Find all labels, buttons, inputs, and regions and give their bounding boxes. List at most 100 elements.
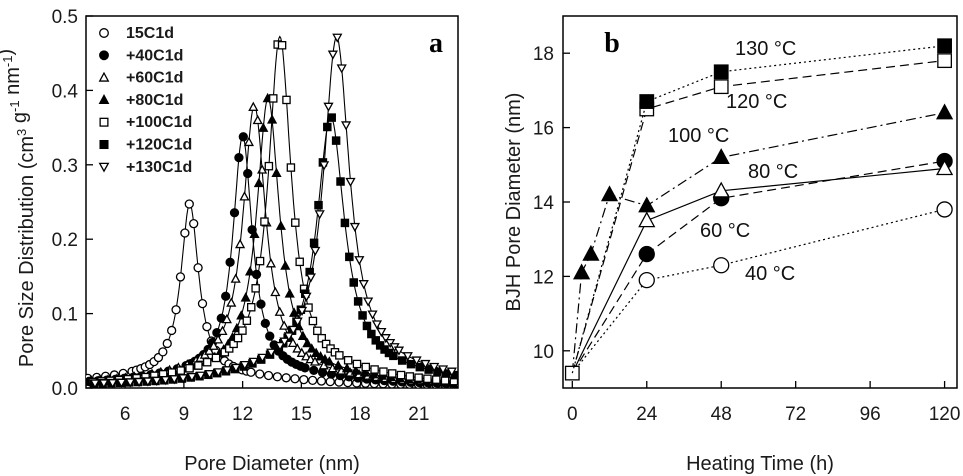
x-tick-label: 12 xyxy=(232,404,253,425)
data-point-+100C1d xyxy=(432,375,441,384)
data-point-+80C1d xyxy=(271,167,282,178)
data-point-+100C1d xyxy=(167,368,177,377)
data-point-+80C1d xyxy=(284,288,295,298)
data-point-+130C1d xyxy=(393,346,405,356)
data-point-120 xyxy=(937,53,952,69)
data-point-+100C1d xyxy=(246,302,256,312)
data-point-+120C1d xyxy=(314,200,323,210)
data-point-+80C1d xyxy=(333,360,344,370)
data-point-+120C1d xyxy=(331,136,341,145)
series-line-40 xyxy=(571,208,945,374)
data-point-60 xyxy=(638,245,655,263)
data-point-+100C1d xyxy=(414,373,423,382)
series-label-number: 130 xyxy=(735,38,768,60)
data-point-+100C1d xyxy=(260,217,269,226)
data-point-+100C1d xyxy=(211,353,221,363)
series-label-100: 100 °C xyxy=(668,125,729,147)
data-point-+60C1d xyxy=(287,337,299,348)
data-point-+120C1d xyxy=(336,177,345,186)
data-point-+100C1d xyxy=(194,361,203,370)
series-label-number: 40 xyxy=(745,263,767,285)
legend-label-+130C1d: +130C1d xyxy=(126,159,192,176)
plot-frame xyxy=(85,15,459,389)
legend-marker-+40C1d xyxy=(99,50,109,61)
data-point-+80C1d xyxy=(341,362,353,373)
data-point-15C1d xyxy=(180,228,190,238)
data-point-15C1d xyxy=(307,375,318,386)
data-point-+130C1d xyxy=(257,353,268,363)
data-point-15C1d xyxy=(290,374,300,384)
x-tick-label: 6 xyxy=(120,404,131,425)
x-tick-label: 0 xyxy=(567,404,578,425)
data-point-+60C1d xyxy=(301,351,312,361)
data-point-+60C1d xyxy=(204,345,215,355)
data-point-+130C1d xyxy=(151,376,162,386)
y-tick-label: 16 xyxy=(533,119,554,140)
x-tick-label: 15 xyxy=(291,404,312,425)
data-point-15C1d xyxy=(246,367,256,377)
data-point-+80C1d xyxy=(368,368,379,379)
data-point-+100C1d xyxy=(440,376,450,385)
data-point-40 xyxy=(638,271,655,289)
data-point-+40C1d xyxy=(229,208,240,218)
data-point-+130C1d xyxy=(345,177,356,188)
data-point-+100C1d xyxy=(352,359,362,369)
data-point-100 xyxy=(936,103,954,120)
x-tick-label: 24 xyxy=(636,404,658,425)
data-point-100 xyxy=(573,263,591,280)
legend-marker-+60C1d xyxy=(98,71,110,82)
series-label-unit: °C xyxy=(768,38,796,60)
series-label-number: 60 xyxy=(700,220,722,242)
data-point-+80C1d xyxy=(280,260,291,270)
data-point-+100C1d xyxy=(321,339,331,349)
legend-label-+100C1d: +100C1d xyxy=(126,114,192,131)
data-point-+130C1d xyxy=(446,367,457,377)
legend-label-15C1d: 15C1d xyxy=(126,25,174,42)
y-axis-label-sup: -1 xyxy=(0,56,15,68)
series-label-40: 40 °C xyxy=(745,263,795,285)
data-point-+40C1d xyxy=(260,318,270,329)
data-point-+40C1d xyxy=(221,291,231,301)
data-point-130 xyxy=(713,64,729,80)
data-point-+130C1d xyxy=(354,256,365,266)
legend-label-+60C1d: +60C1d xyxy=(126,70,183,87)
data-point-+130C1d xyxy=(248,357,259,367)
data-point-+100C1d xyxy=(379,367,388,376)
series-label-unit: °C xyxy=(722,220,750,242)
y-tick-label: 0.5 xyxy=(52,7,78,28)
data-point-+100C1d xyxy=(282,95,291,105)
data-point-+130C1d xyxy=(437,365,449,375)
series-line-60 xyxy=(571,160,945,374)
data-point-+130C1d xyxy=(411,356,422,366)
data-point-+130C1d xyxy=(178,374,189,384)
data-point-+100C1d xyxy=(335,351,344,360)
data-point-+80C1d xyxy=(350,365,361,375)
data-point-+100C1d xyxy=(224,344,234,353)
data-point-+130C1d xyxy=(222,366,233,376)
y-tick-label: 0.3 xyxy=(52,156,78,177)
data-point-40 xyxy=(936,201,953,218)
data-point-15C1d xyxy=(193,263,203,273)
data-point-100 xyxy=(600,185,619,202)
data-point-+100C1d xyxy=(251,284,260,293)
x-tick-label: 48 xyxy=(711,404,732,425)
data-point-+80C1d xyxy=(297,330,309,340)
x-tick-label: 72 xyxy=(785,404,806,425)
data-point-+100C1d xyxy=(185,364,194,373)
data-point-+40C1d xyxy=(317,367,328,378)
data-point-+130C1d xyxy=(367,310,378,320)
data-point-+120C1d xyxy=(389,351,398,361)
data-point-+100C1d xyxy=(308,316,318,326)
series-line-130 xyxy=(571,45,945,374)
data-point-+80C1d xyxy=(359,367,370,377)
series-label-number: 100 xyxy=(668,125,701,147)
panel-a: 0.0 0.1 0.2 0.3 0.4 0.5 6 9 12 15 18 21 Pore Diamete… xyxy=(0,7,459,475)
data-point-+100C1d xyxy=(264,161,274,171)
data-point-15C1d xyxy=(272,372,283,382)
legend-label-+40C1d: +40C1d xyxy=(126,47,183,64)
data-point-+80C1d xyxy=(275,220,286,230)
y-tick-label: 0.2 xyxy=(52,230,78,251)
data-point-+130C1d xyxy=(98,379,109,388)
